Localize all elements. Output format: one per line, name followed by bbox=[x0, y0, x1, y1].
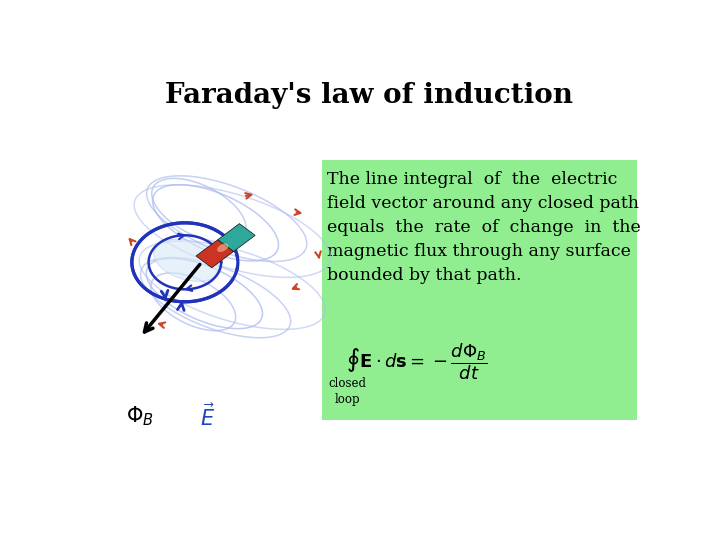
Text: $\oint \mathbf{E} \cdot d\mathbf{s} = -\dfrac{d\Phi_{B}}{dt}$: $\oint \mathbf{E} \cdot d\mathbf{s} = -\… bbox=[346, 342, 487, 382]
Text: $\vec{E}$: $\vec{E}$ bbox=[199, 403, 215, 429]
Ellipse shape bbox=[154, 239, 222, 281]
Polygon shape bbox=[217, 224, 255, 252]
Text: The line integral  of  the  electric
field vector around any closed path
equals : The line integral of the electric field … bbox=[327, 171, 641, 285]
Text: Faraday's law of induction: Faraday's law of induction bbox=[165, 83, 573, 110]
FancyBboxPatch shape bbox=[322, 160, 637, 420]
Text: closed
loop: closed loop bbox=[329, 377, 366, 406]
Text: $\Phi_B$: $\Phi_B$ bbox=[126, 404, 154, 428]
Ellipse shape bbox=[217, 244, 228, 252]
Polygon shape bbox=[196, 240, 233, 268]
